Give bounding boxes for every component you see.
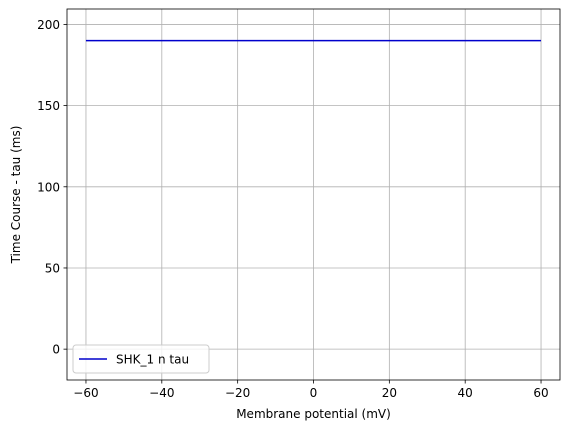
x-tick-label: 60	[533, 386, 548, 400]
x-tick-label: −20	[225, 386, 250, 400]
y-tick-label: 50	[45, 261, 60, 275]
legend: SHK_1 n tau	[72, 344, 210, 374]
legend-box	[72, 344, 210, 374]
legend-label: SHK_1 n tau	[116, 353, 189, 367]
y-tick-label: 0	[52, 343, 60, 357]
x-tick-label: −40	[149, 386, 174, 400]
x-tick-label: 0	[310, 386, 318, 400]
x-tick-label: 40	[458, 386, 473, 400]
y-tick-label: 100	[37, 180, 60, 194]
y-axis-label: Time Course - tau (ms)	[9, 126, 23, 265]
y-tick-label: 150	[37, 99, 60, 113]
ticks: −60 −40 −20 0 20 40 60 0 50 100 150 200	[37, 18, 549, 400]
x-tick-label: −60	[73, 386, 98, 400]
x-tick-label: 20	[382, 386, 397, 400]
y-tick-label: 200	[37, 18, 60, 32]
x-axis-label: Membrane potential (mV)	[236, 407, 391, 421]
